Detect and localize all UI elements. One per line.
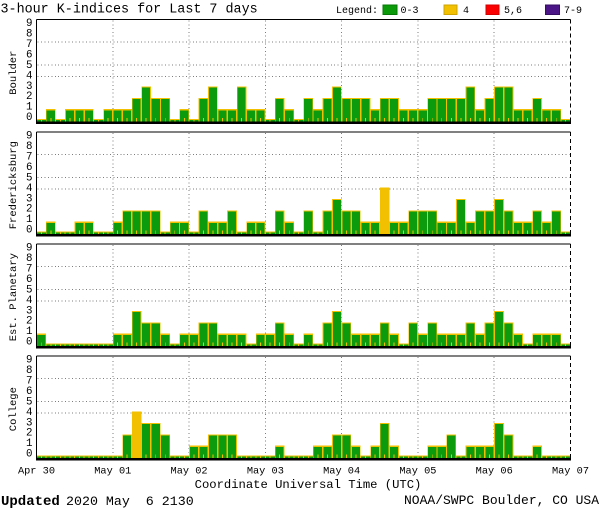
svg-text:4: 4 [463, 6, 469, 17]
svg-text:May 03: May 03 [247, 466, 284, 478]
svg-text:0: 0 [26, 225, 32, 237]
svg-text:7-9: 7-9 [564, 6, 582, 17]
svg-text:8: 8 [26, 365, 32, 377]
svg-text:7: 7 [26, 375, 32, 387]
svg-text:0: 0 [26, 337, 32, 349]
svg-text:8: 8 [26, 141, 32, 153]
svg-text:1: 1 [26, 102, 32, 114]
svg-text:5: 5 [26, 396, 32, 408]
svg-text:1: 1 [26, 326, 32, 338]
svg-text:9: 9 [26, 130, 32, 142]
svg-text:Apr 30: Apr 30 [18, 466, 55, 478]
svg-text:3: 3 [26, 81, 32, 93]
svg-text:Coordinate Universal Time (UTC: Coordinate Universal Time (UTC) [195, 478, 422, 492]
svg-text:6: 6 [26, 162, 32, 174]
svg-text:2: 2 [26, 316, 32, 328]
svg-text:8: 8 [26, 253, 32, 265]
svg-text:3: 3 [26, 305, 32, 317]
svg-text:5,6: 5,6 [504, 6, 522, 17]
svg-text:Boulder: Boulder [8, 51, 20, 95]
svg-text:7: 7 [26, 39, 32, 51]
svg-text:2020 May 6 2130: 2020 May 6 2130 [66, 494, 194, 509]
svg-text:4: 4 [26, 295, 32, 307]
svg-text:NOAA/SWPC Boulder, CO USA: NOAA/SWPC Boulder, CO USA [404, 493, 599, 508]
svg-text:Updated: Updated [1, 494, 60, 510]
svg-text:0-3: 0-3 [401, 6, 419, 17]
svg-text:5: 5 [26, 172, 32, 184]
svg-text:4: 4 [26, 70, 32, 82]
svg-text:6: 6 [26, 49, 32, 61]
svg-text:3: 3 [26, 417, 32, 429]
svg-text:4: 4 [26, 183, 32, 195]
svg-text:0: 0 [26, 112, 32, 124]
svg-text:2: 2 [26, 91, 32, 103]
svg-text:5: 5 [26, 284, 32, 296]
svg-text:0: 0 [26, 449, 32, 461]
svg-text:May 02: May 02 [171, 466, 208, 478]
svg-text:May 07: May 07 [552, 466, 589, 478]
svg-text:7: 7 [26, 263, 32, 275]
svg-text:8: 8 [26, 28, 32, 40]
svg-text:9: 9 [26, 242, 32, 254]
svg-text:2: 2 [26, 428, 32, 440]
svg-text:1: 1 [26, 214, 32, 226]
svg-text:4: 4 [26, 407, 32, 419]
svg-text:May 06: May 06 [476, 466, 513, 478]
svg-text:Fredericksburg: Fredericksburg [8, 141, 20, 229]
svg-text:College: College [8, 387, 20, 431]
svg-text:5: 5 [26, 60, 32, 72]
svg-text:May 04: May 04 [323, 466, 360, 478]
svg-text:Est. Planetary: Est. Planetary [8, 253, 20, 341]
svg-text:6: 6 [26, 386, 32, 398]
svg-text:2: 2 [26, 204, 32, 216]
svg-text:9: 9 [26, 18, 32, 30]
svg-text:6: 6 [26, 274, 32, 286]
svg-text:3-hour K-indices for Last 7 da: 3-hour K-indices for Last 7 days [1, 3, 258, 18]
svg-text:3: 3 [26, 193, 32, 205]
svg-text:May 01: May 01 [94, 466, 131, 478]
svg-text:Legend:: Legend: [336, 5, 378, 17]
svg-text:9: 9 [26, 354, 32, 366]
svg-text:May 05: May 05 [399, 466, 436, 478]
svg-text:7: 7 [26, 151, 32, 163]
svg-text:1: 1 [26, 438, 32, 450]
